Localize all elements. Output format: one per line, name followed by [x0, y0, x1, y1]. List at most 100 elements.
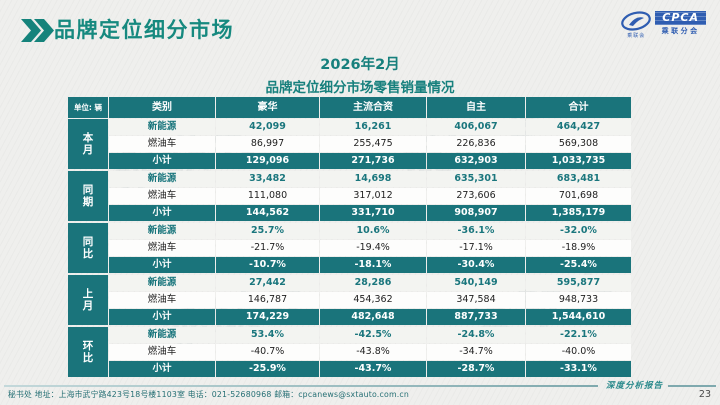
value-cell: 129,096 [216, 153, 319, 169]
value-cell: 25.7% [216, 223, 319, 239]
page-title: 品牌定位细分市场 [54, 18, 234, 42]
value-cell: 111,080 [216, 188, 319, 204]
sales-table: 单位: 辆 类别 豪华 主流合资 自主 合计 本月新能源 42,099 16,261 406,… [68, 97, 631, 379]
double-chevron-icon [21, 19, 54, 42]
table-row: 燃油车 -21.7% -19.4% -17.1% -18.9% [109, 240, 631, 256]
table-row: 小计 144,562 331,710 908,907 1,385,179 [109, 205, 631, 221]
section-rows: 新能源 53.4% -42.5% -24.8% -22.1% 燃油车 -40.7% -43.8… [109, 327, 631, 377]
table-row: 新能源 25.7% 10.6% -36.1% -32.0% [109, 223, 631, 239]
row-group-label: 本月 [68, 119, 108, 169]
table-row: 小计 174,229 482,648 887,733 1,544,610 [109, 309, 631, 325]
value-cell: 273,606 [427, 188, 525, 204]
row-label: 燃油车 [109, 188, 215, 204]
table-row: 燃油车 146,787 454,362 347,584 948,733 [109, 292, 631, 308]
value-cell: -43.8% [320, 344, 426, 360]
row-label: 燃油车 [109, 240, 215, 256]
value-cell: 144,562 [216, 205, 319, 221]
value-cell: -18.9% [526, 240, 631, 256]
value-cell: -22.1% [526, 327, 631, 343]
section-rows: 新能源 25.7% 10.6% -36.1% -32.0% 燃油车 -21.7% -19.4%… [109, 223, 631, 273]
section-rows: 新能源 33,482 14,698 635,301 683,481 燃油车 111,080 3… [109, 171, 631, 221]
value-cell: 595,877 [526, 275, 631, 291]
value-cell: -42.5% [320, 327, 426, 343]
table-row: 新能源 42,099 16,261 406,067 464,427 [109, 119, 631, 135]
value-cell: -21.7% [216, 240, 319, 256]
table-row: 新能源 53.4% -42.5% -24.8% -22.1% [109, 327, 631, 343]
row-label: 新能源 [109, 327, 215, 343]
table-title-text: 品牌定位细分市场零售销量情况 [265, 80, 455, 96]
value-cell: 33,482 [216, 171, 319, 187]
table-row: 新能源 33,482 14,698 635,301 683,481 [109, 171, 631, 187]
row-label: 小计 [109, 309, 215, 325]
value-cell: -25.9% [216, 361, 319, 377]
row-group-label: 环比 [68, 327, 108, 377]
value-cell: -18.1% [320, 257, 426, 273]
value-cell: 908,907 [427, 205, 525, 221]
value-cell: 1,033,735 [526, 153, 631, 169]
row-label: 小计 [109, 153, 215, 169]
table-row: 小计 -25.9% -43.7% -28.7% -33.1% [109, 361, 631, 377]
column-header-5: 合计 [526, 97, 631, 118]
value-cell: -30.4% [427, 257, 525, 273]
column-header-1: 类别 [109, 97, 215, 118]
row-label: 燃油车 [109, 292, 215, 308]
report-type-label: 深度分析报告 [606, 381, 664, 391]
value-cell: 174,229 [216, 309, 319, 325]
value-cell: 42,099 [216, 119, 319, 135]
row-group-label: 上月 [68, 275, 108, 325]
column-header-4: 自主 [427, 97, 525, 118]
column-header-2: 豪华 [216, 97, 319, 118]
value-cell: 317,012 [320, 188, 426, 204]
value-cell: 632,903 [427, 153, 525, 169]
value-cell: 86,997 [216, 136, 319, 152]
table-section-1: 本月新能源 42,099 16,261 406,067 464,427 燃油车 86,997… [68, 119, 631, 169]
table-title: 2026年2月 品牌定位细分市场零售销量情况 [0, 53, 720, 96]
table-section-3: 同比新能源 25.7% 10.6% -36.1% -32.0% 燃油车 -21.7% -19.… [68, 223, 631, 273]
table-row: 小计 129,096 271,736 632,903 1,033,735 [109, 153, 631, 169]
value-cell: -32.0% [526, 223, 631, 239]
value-cell: 887,733 [427, 309, 525, 325]
row-group-label: 同比 [68, 223, 108, 273]
value-cell: 683,481 [526, 171, 631, 187]
value-cell: -19.4% [320, 240, 426, 256]
row-group-label: 同期 [68, 171, 108, 221]
unit-label: 单位: 辆 [68, 97, 108, 118]
value-cell: 464,427 [526, 119, 631, 135]
value-cell: -36.1% [427, 223, 525, 239]
section-rows: 新能源 42,099 16,261 406,067 464,427 燃油车 86,997 25… [109, 119, 631, 169]
value-cell: 255,475 [320, 136, 426, 152]
page-number: 23 [698, 389, 711, 400]
value-cell: 635,301 [427, 171, 525, 187]
value-cell: 347,584 [427, 292, 525, 308]
table-header-row: 单位: 辆 类别 豪华 主流合资 自主 合计 [68, 97, 631, 118]
row-label: 小计 [109, 361, 215, 377]
emblem-caption: 乘联会 [627, 33, 646, 39]
value-cell: 271,736 [320, 153, 426, 169]
value-cell: 948,733 [526, 292, 631, 308]
table-row: 燃油车 86,997 255,475 226,836 569,308 [109, 136, 631, 152]
logo-subtext: 乘联分会 [661, 27, 700, 35]
value-cell: 540,149 [427, 275, 525, 291]
footer-contact-info: 秘书处 地址：上海市武宁路423号18号楼1103室 电话：021-526809… [8, 390, 410, 399]
value-cell: -34.7% [427, 344, 525, 360]
value-cell: 146,787 [216, 292, 319, 308]
row-label: 燃油车 [109, 136, 215, 152]
value-cell: -40.0% [526, 344, 631, 360]
value-cell: 331,710 [320, 205, 426, 221]
value-cell: 701,698 [526, 188, 631, 204]
value-cell: -17.1% [427, 240, 525, 256]
row-label: 小计 [109, 257, 215, 273]
value-cell: -24.8% [427, 327, 525, 343]
table-title-date: 2026年2月 [320, 57, 400, 73]
value-cell: 27,442 [216, 275, 319, 291]
row-label: 新能源 [109, 119, 215, 135]
value-cell: 454,362 [320, 292, 426, 308]
cpca-emblem-icon [621, 11, 652, 31]
value-cell: -40.7% [216, 344, 319, 360]
row-label: 新能源 [109, 171, 215, 187]
value-cell: 1,544,610 [526, 309, 631, 325]
table-section-5: 环比新能源 53.4% -42.5% -24.8% -22.1% 燃油车 -40.7% -43… [68, 327, 631, 377]
row-label: 燃油车 [109, 344, 215, 360]
value-cell: 569,308 [526, 136, 631, 152]
